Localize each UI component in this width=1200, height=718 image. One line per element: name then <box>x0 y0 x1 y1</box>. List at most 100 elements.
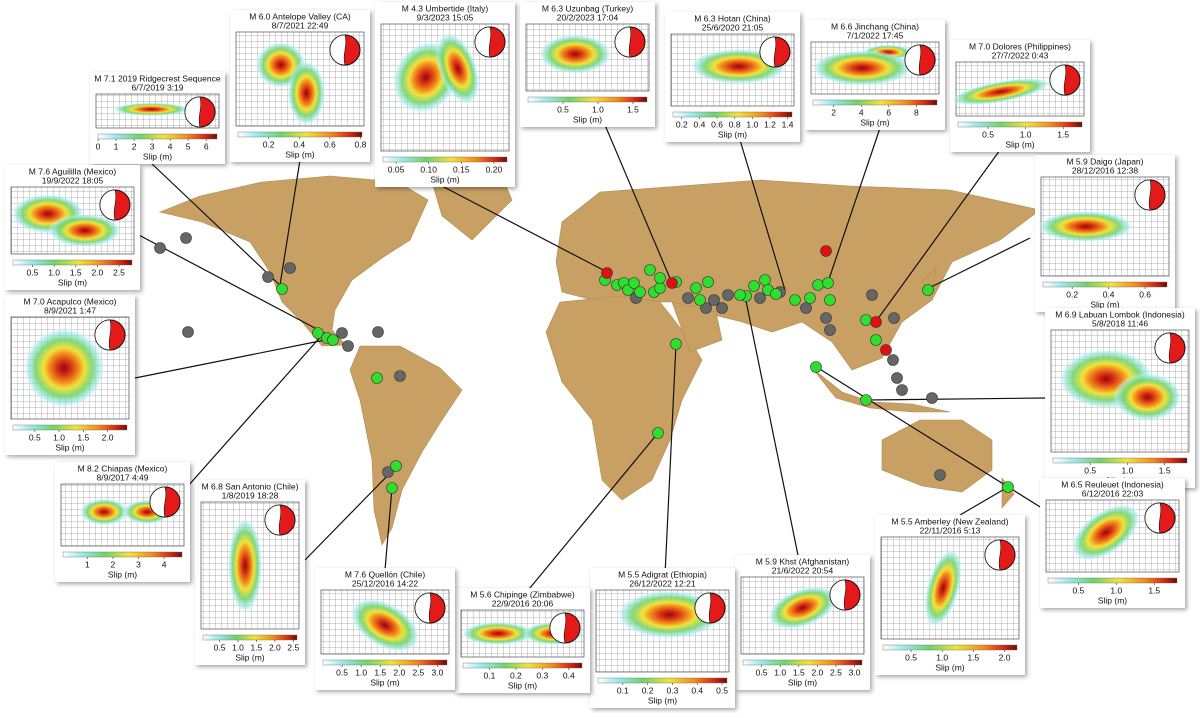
slip-panel: M 6.3 Uzunbag (Turkey)20/2/2023 17:04 0.5… <box>520 2 655 127</box>
colorbar-tick-label: 1 <box>114 141 119 151</box>
colorbar-tick-label: 2.0 <box>91 267 103 277</box>
colorbar-tick-label: 1.5 <box>967 652 979 662</box>
colorbar-label: Slip (m) <box>648 695 677 705</box>
event-dot <box>870 334 882 346</box>
colorbar-tick-label: 2.5 <box>113 267 125 277</box>
panel-title: M 8.2 Chiapas (Mexico) <box>78 463 168 473</box>
event-dot <box>382 466 394 478</box>
panel-title: M 6.0 Antelope Valley (CA) <box>249 11 351 21</box>
event-dot <box>371 372 383 384</box>
colorbar <box>202 634 298 641</box>
slip-patch <box>349 597 421 653</box>
colorbar-tick-label: 1.0 <box>53 432 65 442</box>
beachball-wedge <box>759 36 777 68</box>
panel-date: 19/9/2022 18:05 <box>42 175 104 185</box>
colorbar-tick-label: 0.1 <box>484 670 496 680</box>
leader-line <box>924 237 1031 291</box>
panel-title: M 4.3 Umbertide (Italy) <box>402 3 489 13</box>
slip-patch <box>1037 210 1135 243</box>
colorbar-tick-label: 1.5 <box>77 432 89 442</box>
colorbar-tick-label: 0.3 <box>536 670 548 680</box>
panel-title: M 7.6 Aguililla (Mexico) <box>29 166 117 176</box>
beachball-wedge <box>1049 64 1067 96</box>
event-dot <box>822 277 834 289</box>
colorbar-tick-label: 0.3 <box>667 685 679 695</box>
beachball-wedge <box>904 44 922 76</box>
event-dot <box>702 276 714 288</box>
event-dot <box>601 267 613 279</box>
colorbar <box>1047 577 1178 584</box>
leader-line <box>519 432 659 601</box>
colorbar-label: Slip (m) <box>55 442 84 452</box>
colorbar-tick-label: 0.5 <box>557 104 569 114</box>
event-dot <box>824 324 836 336</box>
event-dot <box>887 354 899 366</box>
colorbar-tick-label: 0.5 <box>29 432 41 442</box>
event-dot <box>180 232 192 244</box>
slip-patch <box>811 49 914 87</box>
colorbar <box>672 111 793 118</box>
colorbar <box>742 659 863 666</box>
colorbar-tick-label: 1.5 <box>793 667 805 677</box>
slip-patch <box>538 34 613 75</box>
colorbar <box>97 133 218 140</box>
australia <box>881 419 993 493</box>
panel-date: 8/9/2021 1:47 <box>44 305 96 315</box>
slip-panel: M 5.9 Khst (Afghanistan)21/6/2022 20:54 0… <box>735 555 870 690</box>
colorbar-tick-label: 0.5 <box>336 667 348 677</box>
panel-date: 5/8/2018 11:46 <box>1092 318 1148 328</box>
event-dot <box>182 326 194 338</box>
slip-panel: M 5.6 Chipinge (Zimbabwe)22/9/2016 20:06… <box>455 588 590 693</box>
event-dot <box>812 279 824 291</box>
slip-panel: M 7.0 Acapulco (Mexico)8/9/2021 1:47 0.5 1… <box>5 295 135 455</box>
colorbar-tick-label: 2.0 <box>999 652 1011 662</box>
colorbar-tick-label: 3 <box>150 141 155 151</box>
beachball-wedge <box>474 26 492 58</box>
beachball-wedge <box>614 26 632 58</box>
panel-date: 8/7/2021 22:49 <box>272 20 329 30</box>
slip-patch <box>47 213 122 248</box>
panel-date: 21/6/2022 20:54 <box>772 565 834 575</box>
colorbar-tick-label: 0.1 <box>617 685 629 695</box>
panel-title: M 6.9 Labuan Lombok (Indonesia) <box>1055 309 1185 319</box>
event-dot <box>666 277 678 289</box>
beachball-wedge <box>99 189 117 221</box>
event-dot <box>700 302 712 314</box>
colorbar-tick-label: 0.10 <box>420 164 437 174</box>
colorbar-tick-label: 2 <box>111 559 116 569</box>
colorbar <box>1052 457 1188 464</box>
colorbar-tick-label: 0.05 <box>388 164 405 174</box>
colorbar-tick-label: 0.4 <box>1103 289 1115 299</box>
event-dot <box>276 283 288 295</box>
colorbar <box>237 131 363 138</box>
event-dot <box>870 316 882 328</box>
colorbar-tick-label: 3 <box>136 559 141 569</box>
event-dot <box>770 288 782 300</box>
colorbar-tick-label: 2 <box>132 141 137 151</box>
slip-patch <box>923 548 963 628</box>
event-dot <box>1002 481 1014 493</box>
beachball-wedge <box>149 486 167 518</box>
colorbar-tick-label: 2.0 <box>102 432 114 442</box>
colorbar-tick-label: 1.0 <box>746 119 758 129</box>
event-dot <box>748 280 760 292</box>
beachball-wedge <box>1144 502 1162 534</box>
colorbar-tick-label: 2 <box>831 107 836 117</box>
colorbar-tick-label: 0.6 <box>1139 289 1151 299</box>
event-dot <box>327 334 339 346</box>
colorbar-tick-label: 2.0 <box>811 667 823 677</box>
slip-panel: M 8.2 Chiapas (Mexico)8/9/2017 4:49 1 2 3 4 S… <box>55 462 190 582</box>
event-dots <box>154 232 1014 494</box>
slip-patch <box>461 621 535 646</box>
event-dot <box>394 370 406 382</box>
panel-date: 7/1/2022 17:45 <box>847 30 904 40</box>
slip-patch <box>950 77 1052 106</box>
panel-date: 9/3/2023 15:05 <box>417 12 474 22</box>
colorbar-label: Slip (m) <box>935 662 964 672</box>
colorbar-tick-label: 1.5 <box>1148 585 1160 595</box>
leader-line <box>876 149 1001 321</box>
colorbar-tick-label: 1 <box>85 559 90 569</box>
event-dot <box>694 294 706 306</box>
